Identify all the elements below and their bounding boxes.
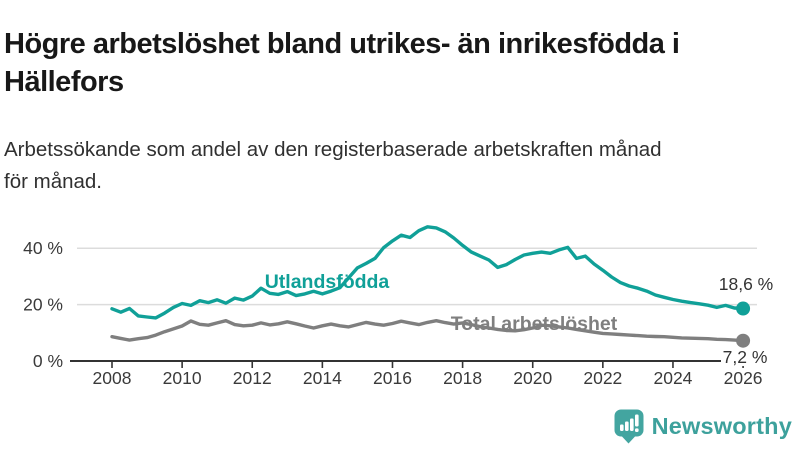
x-axis-label-2026: 2026	[724, 368, 763, 388]
series-end-dot-1	[736, 333, 751, 348]
series-end-label-0: 18,6 %	[719, 274, 773, 294]
series-inline-label-0: Utlandsfödda	[265, 271, 390, 293]
y-axis-label-40: 40 %	[23, 238, 63, 258]
y-axis-label-20: 20 %	[23, 295, 63, 315]
end-label-halo-1	[721, 349, 769, 366]
series-line-1	[110, 319, 745, 343]
newsworthy-logo[interactable]: Newsworthy	[614, 409, 792, 444]
brand-wordmark: Newsworthy	[651, 413, 792, 439]
series-inline-label-1: Total arbetslöshet	[451, 313, 618, 335]
subtitle-line-1: Arbetssökande som andel av den registerb…	[4, 137, 662, 161]
x-axis-label-2020: 2020	[513, 368, 552, 388]
x-axis-label-2010: 2010	[163, 368, 202, 388]
series-end-label-1: 7,2 %	[723, 347, 768, 367]
newsworthy-bubble-barchart-icon	[614, 409, 644, 444]
title-line-2: Hällefors	[4, 66, 124, 99]
series-line-0	[110, 225, 745, 320]
x-axis-label-2022: 2022	[583, 368, 622, 388]
subtitle-line-2: för månad.	[4, 169, 102, 193]
y-axis-label-0: 0 %	[33, 351, 63, 371]
x-axis-label-2008: 2008	[93, 368, 132, 388]
series-end-dot-0	[736, 301, 751, 316]
x-axis-label-2024: 2024	[653, 368, 692, 388]
title-line-1: Högre arbetslöshet bland utrikes- än inr…	[4, 28, 680, 61]
x-axis-label-2018: 2018	[443, 368, 482, 388]
page-title: Högre arbetslöshet bland utrikes- än inr…	[4, 25, 800, 101]
x-axis-label-2014: 2014	[303, 368, 342, 388]
x-axis-label-2012: 2012	[233, 368, 272, 388]
x-axis-label-2016: 2016	[373, 368, 412, 388]
chart-subtitle: Arbetssökande som andel av den registerb…	[4, 134, 794, 198]
